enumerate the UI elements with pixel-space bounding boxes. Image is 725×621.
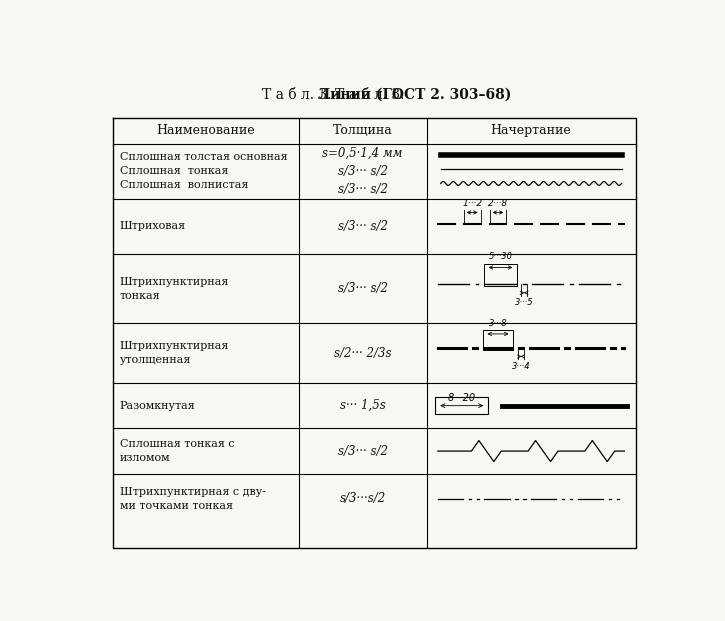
Text: Т а б л. 3.: Т а б л. 3. bbox=[262, 88, 336, 102]
Text: 3···5: 3···5 bbox=[515, 298, 534, 307]
Bar bbox=[483, 330, 513, 350]
Text: s/3···s/2: s/3···s/2 bbox=[339, 492, 386, 505]
Text: s=0,5·1,4 мм
s/3··· s/2
s/3··· s/2: s=0,5·1,4 мм s/3··· s/2 s/3··· s/2 bbox=[323, 147, 403, 196]
Text: s/3··· s/2: s/3··· s/2 bbox=[338, 445, 388, 458]
Text: s/2··· 2/3s: s/2··· 2/3s bbox=[334, 347, 392, 360]
Text: Линии (ГОСТ 2. 303–68): Линии (ГОСТ 2. 303–68) bbox=[318, 88, 512, 102]
Text: 3···8: 3···8 bbox=[489, 319, 508, 328]
Text: 5···30: 5···30 bbox=[489, 252, 513, 261]
Text: Разомкнутая: Разомкнутая bbox=[120, 401, 196, 410]
Text: Сплошная толстая основная
Сплошная  тонкая
Сплошная  волнистая: Сплошная толстая основная Сплошная тонка… bbox=[120, 152, 288, 191]
Text: Штрихпунктирная
утолщенная: Штрихпунктирная утолщенная bbox=[120, 341, 229, 365]
Bar bbox=[484, 264, 517, 286]
Text: Наименование: Наименование bbox=[157, 124, 255, 137]
Text: 2···8: 2···8 bbox=[488, 199, 508, 207]
Text: Штрихпунктирная с дву-
ми точками тонкая: Штрихпунктирная с дву- ми точками тонкая bbox=[120, 487, 266, 511]
Text: 3···4: 3···4 bbox=[512, 361, 530, 371]
Bar bbox=[435, 397, 489, 414]
Text: Толщина: Толщина bbox=[333, 124, 392, 137]
Text: Сплошная тонкая с
изломом: Сплошная тонкая с изломом bbox=[120, 439, 234, 463]
Text: Штрихпунктирная
тонкая: Штрихпунктирная тонкая bbox=[120, 276, 229, 301]
Text: s··· 1,5s: s··· 1,5s bbox=[340, 399, 386, 412]
Text: 8···20: 8···20 bbox=[447, 393, 476, 403]
Text: 1···2: 1···2 bbox=[462, 199, 482, 207]
Text: Начертание: Начертание bbox=[491, 124, 571, 137]
Text: s/3··· s/2: s/3··· s/2 bbox=[338, 220, 388, 233]
Text: s/3··· s/2: s/3··· s/2 bbox=[338, 282, 388, 295]
Text: Штриховая: Штриховая bbox=[120, 221, 186, 232]
Text: Т а б л. 3.: Т а б л. 3. bbox=[335, 88, 408, 102]
